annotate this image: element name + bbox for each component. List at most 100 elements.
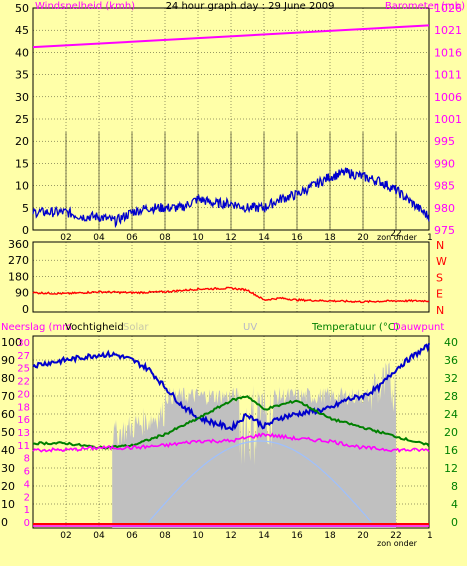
axis-labels: 0510152025303540455097598098599099510011… (1, 2, 462, 541)
solar-area (112, 362, 396, 528)
wind-x-label: 14 (258, 233, 270, 243)
dir-tick-label: 180 (8, 270, 29, 283)
temp-tick-label: 16 (444, 444, 458, 457)
climate-x-label: 14 (258, 531, 270, 541)
dewpoint-line (32, 432, 430, 453)
wind-x-label: 22 (390, 229, 401, 239)
wind-tick-label: 50 (15, 2, 29, 15)
barometer-tick-label: 1001 (434, 113, 462, 126)
dir-tick-label: 270 (8, 254, 29, 267)
barometer-line (32, 24, 430, 49)
compass-label: N (436, 239, 444, 252)
rain-tick-label: 18 (17, 402, 30, 413)
temp-tick-label: 4 (451, 498, 458, 511)
humidity-tick-label: 60 (1, 408, 15, 421)
barometer-tick-label: 980 (434, 202, 455, 215)
dir-tick-label: 0 (22, 303, 29, 316)
rain-tick-label: 11 (17, 441, 30, 452)
climate-x-label: 10 (192, 531, 204, 541)
humidity-tick-label: 50 (1, 426, 15, 439)
barometer-tick-label: 1021 (434, 24, 462, 37)
wind-x-label: 06 (126, 233, 138, 243)
right-axis-label: Barometer (mb) (385, 1, 465, 12)
humidity-tick-label: 80 (1, 372, 15, 385)
solar-label: Solar (123, 322, 149, 333)
uv-label: UV (243, 322, 257, 333)
wind-x-label: 18 (324, 233, 336, 243)
rain-tick-label: 8 (24, 454, 30, 465)
climate-x-label: 04 (93, 531, 105, 541)
rain-tick-label: 1 (24, 505, 30, 516)
sunset-note-top: zon onder (377, 233, 418, 242)
wind-tick-label: 5 (22, 202, 29, 215)
compass-label: N (436, 304, 444, 317)
wind-x-label: 08 (159, 233, 171, 243)
barometer-tick-label: 1006 (434, 91, 462, 104)
wind-tick-label: 25 (15, 113, 29, 126)
rain-tick-label: 4 (24, 479, 30, 490)
barometer-tick-label: 1016 (434, 46, 462, 59)
temp-tick-label: 32 (444, 372, 458, 385)
barometer-tick-label: 995 (434, 135, 455, 148)
humidity-tick-label: 70 (1, 390, 15, 403)
climate-x-label: 06 (126, 531, 138, 541)
rain-tick-label: 22 (17, 377, 30, 388)
humidity-line (32, 343, 430, 432)
climate-x-label: 08 (159, 531, 171, 541)
temp-tick-label: 24 (444, 408, 458, 421)
wind-tick-label: 40 (15, 46, 29, 59)
temp-tick-label: 0 (451, 516, 458, 529)
humidity-tick-label: 100 (1, 336, 22, 349)
temp-tick-label: 8 (451, 480, 458, 493)
wind-x-label: 1 (427, 233, 433, 243)
humidity-tick-label: 20 (1, 480, 15, 493)
wind-x-label: 04 (93, 233, 105, 243)
rain-tick-label: 20 (17, 389, 30, 400)
barometer-tick-label: 975 (434, 224, 455, 237)
humidity-tick-label: 90 (1, 354, 15, 367)
rain-tick-label: 30 (17, 338, 30, 349)
wind-tick-label: 10 (15, 180, 29, 193)
wind-tick-label: 0 (22, 224, 29, 237)
wind-x-label: 12 (225, 233, 236, 243)
wind-x-label: 10 (192, 233, 204, 243)
wind-tick-label: 30 (15, 91, 29, 104)
wind-tick-label: 35 (15, 69, 29, 82)
rain-tick-label: 25 (17, 364, 30, 375)
humidity-tick-label: 10 (1, 498, 15, 511)
barometer-tick-label: 985 (434, 180, 455, 193)
rain-tick-label: 27 (17, 351, 30, 362)
wind-tick-label: 45 (15, 24, 29, 37)
climate-x-label: 22 (390, 531, 401, 541)
barometer-tick-label: 990 (434, 157, 455, 170)
series-lines (32, 24, 430, 527)
rain-tick-label: 2 (24, 492, 30, 503)
climate-x-label: 1 (427, 531, 433, 541)
temperature-label: Temperatuur (°C) (311, 322, 399, 333)
climate-x-label: 16 (291, 531, 303, 541)
wind-x-label: 02 (60, 233, 71, 243)
dewpoint-label: Dauwpunt (393, 322, 444, 333)
rain-label: Neerslag (mm (1, 322, 72, 333)
wind-tick-label: 15 (15, 157, 29, 170)
barometer-tick-label: 1026 (434, 2, 462, 15)
temp-tick-label: 28 (444, 390, 458, 403)
temp-tick-label: 12 (444, 462, 458, 475)
temp-tick-label: 20 (444, 426, 458, 439)
wind-x-label: 16 (291, 233, 303, 243)
compass-label: E (436, 288, 443, 301)
humidity-label: Vochtigheid (65, 322, 124, 333)
wind-speed-line (32, 167, 430, 229)
dir-tick-label: 360 (8, 238, 29, 251)
temp-tick-label: 36 (444, 354, 458, 367)
rain-tick-label: 13 (17, 428, 30, 439)
uv-line (148, 440, 372, 523)
wind-tick-label: 20 (15, 135, 29, 148)
wind-x-label: 20 (357, 233, 369, 243)
left-axis-label: Windsnelheid (kmh) (35, 1, 135, 12)
wind-direction-line (32, 286, 430, 304)
panel-winddir-frame (32, 241, 430, 313)
barometer-tick-label: 1011 (434, 69, 462, 82)
climate-x-label: 02 (60, 531, 71, 541)
